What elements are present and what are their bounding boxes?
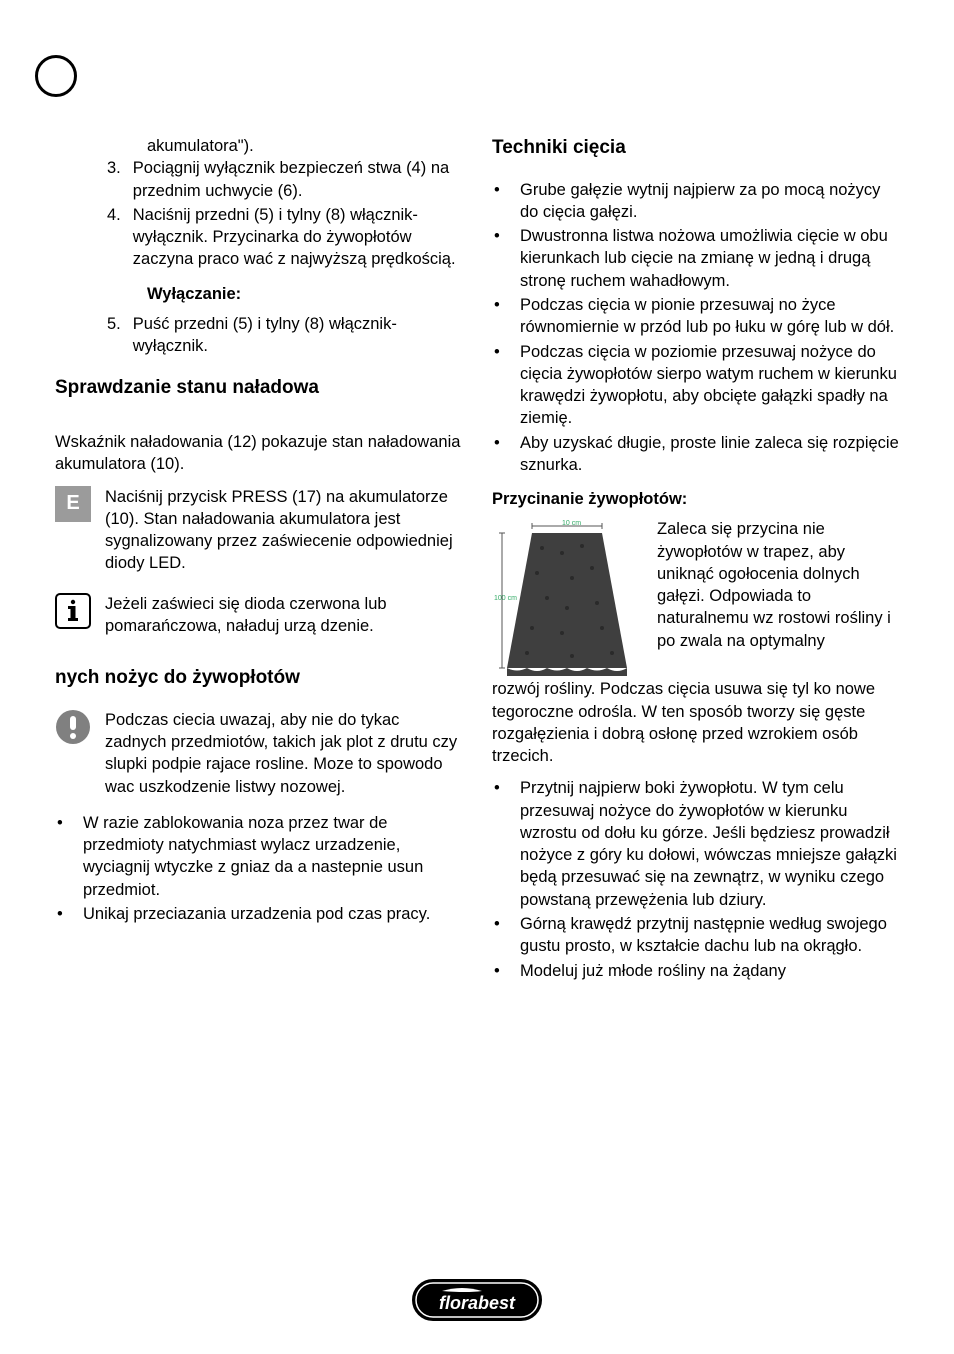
check-paragraph: Wskaźnik naładowania (12) pokazuje stan … xyxy=(55,431,462,476)
bullet-text: Unikaj przeciazania urzadzenia pod czas … xyxy=(77,903,462,925)
continuation-text: akumulatora"). xyxy=(55,135,462,157)
bullet-item: • Podczas cięcia w poziomie przesuwaj no… xyxy=(492,341,899,430)
bullet-text: Modeluj już młode rośliny na żądany xyxy=(514,960,899,982)
step-body: Puść przedni (5) i tylny (8) włącznik-wy… xyxy=(121,313,462,358)
bullet-dot: • xyxy=(492,777,514,911)
hedge-after-text: rozwój rośliny. Podczas cięcia usuwa się… xyxy=(492,678,899,767)
bullet-text: Podczas cięcia w poziomie przesuwaj noży… xyxy=(514,341,899,430)
step-body: Pociągnij wyłącznik bezpieczeń stwa (4) … xyxy=(121,157,462,202)
bullet-text: Dwustronna listwa nożowa umożliwia cięci… xyxy=(514,225,899,292)
right-column: Techniki cięcia • Grube gałęzie wytnij n… xyxy=(492,135,899,984)
bullet-dot: • xyxy=(55,812,77,901)
bullet-dot: • xyxy=(492,341,514,430)
bullet-item: • Aby uzyskać długie, proste linie zalec… xyxy=(492,432,899,477)
bullet-item: • Unikaj przeciazania urzadzenia pod cza… xyxy=(55,903,462,925)
step-number: 5. xyxy=(55,313,121,358)
bullet-item: • Górną krawędź przytnij następnie wedłu… xyxy=(492,913,899,958)
subheading-trimming: Przycinanie żywopłotów: xyxy=(492,488,899,510)
step-3: 3. Pociągnij wyłącznik bezpieczeń stwa (… xyxy=(55,157,462,202)
info-text: Jeżeli zaświeci się dioda czerwona lub p… xyxy=(105,593,462,638)
bullet-text: Przytnij najpierw boki żywopłotu. W tym … xyxy=(514,777,899,911)
hedge-top-label: 10 cm xyxy=(562,520,581,527)
bullet-dot: • xyxy=(492,294,514,339)
warning-text: Podczas ciecia uwazaj, aby nie do tykac … xyxy=(105,709,462,798)
info-icon-svg xyxy=(62,598,84,624)
step-5: 5. Puść przedni (5) i tylny (8) włącznik… xyxy=(55,313,462,358)
heading-shears: nych nożyc do żywopłotów xyxy=(55,665,462,691)
step-body: Naciśnij przedni (5) i tylny (8) włączni… xyxy=(121,204,462,271)
bullet-item: • Dwustronna listwa nożowa umożliwia cię… xyxy=(492,225,899,292)
language-circle xyxy=(35,55,77,97)
bullet-dot: • xyxy=(492,432,514,477)
info-icon xyxy=(55,593,91,629)
warning-block: Podczas ciecia uwazaj, aby nie do tykac … xyxy=(55,709,462,798)
off-label: Wyłączanie: xyxy=(55,283,462,305)
bullet-text: Aby uzyskać długie, proste linie zaleca … xyxy=(514,432,899,477)
bullet-item: • Podczas cięcia w pionie przesuwaj no ż… xyxy=(492,294,899,339)
bullet-text: Podczas cięcia w pionie przesuwaj no życ… xyxy=(514,294,899,339)
bullet-dot: • xyxy=(492,225,514,292)
logo-text: florabest xyxy=(439,1293,516,1313)
left-column: akumulatora"). 3. Pociągnij wyłącznik be… xyxy=(55,135,462,984)
e-text: Naciśnij przycisk PRESS (17) na akumulat… xyxy=(105,486,462,575)
bullet-dot: • xyxy=(492,913,514,958)
warning-icon xyxy=(55,709,91,745)
step-4: 4. Naciśnij przedni (5) i tylny (8) włąc… xyxy=(55,204,462,271)
step-number: 4. xyxy=(55,204,121,271)
bullet-item: • W razie zablokowania noza przez twar d… xyxy=(55,812,462,901)
off-label-text: Wyłączanie: xyxy=(147,285,241,303)
bullet-text: Grube gałęzie wytnij najpierw za po mocą… xyxy=(514,179,899,224)
content-columns: akumulatora"). 3. Pociągnij wyłącznik be… xyxy=(55,135,899,984)
bullet-dot: • xyxy=(492,960,514,982)
hedge-block: 10 cm 100 cm Zaleca się p xyxy=(492,518,899,678)
hedge-side-text: Zaleca się przycina nie żywopłotów w tra… xyxy=(657,518,899,678)
step-number: 3. xyxy=(55,157,121,202)
bullet-text: W razie zablokowania noza przez twar de … xyxy=(77,812,462,901)
bullet-item: • Przytnij najpierw boki żywopłotu. W ty… xyxy=(492,777,899,911)
bullet-dot: • xyxy=(492,179,514,224)
bullet-text: Górną krawędź przytnij następnie według … xyxy=(514,913,899,958)
hedge-diagram: 10 cm 100 cm xyxy=(492,518,647,678)
e-icon: E xyxy=(55,486,91,522)
e-icon-block: E Naciśnij przycisk PRESS (17) na akumul… xyxy=(55,486,462,575)
bullet-item: • Modeluj już młode rośliny na żądany xyxy=(492,960,899,982)
info-icon-block: Jeżeli zaświeci się dioda czerwona lub p… xyxy=(55,593,462,638)
heading-check-charge: Sprawdzanie stanu naładowa xyxy=(55,375,462,401)
bullet-item: • Grube gałęzie wytnij najpierw za po mo… xyxy=(492,179,899,224)
footer-logo: florabest xyxy=(412,1279,542,1326)
hedge-side-label: 100 cm xyxy=(494,595,517,602)
bullet-dot: • xyxy=(55,903,77,925)
heading-techniques: Techniki cięcia xyxy=(492,135,899,161)
